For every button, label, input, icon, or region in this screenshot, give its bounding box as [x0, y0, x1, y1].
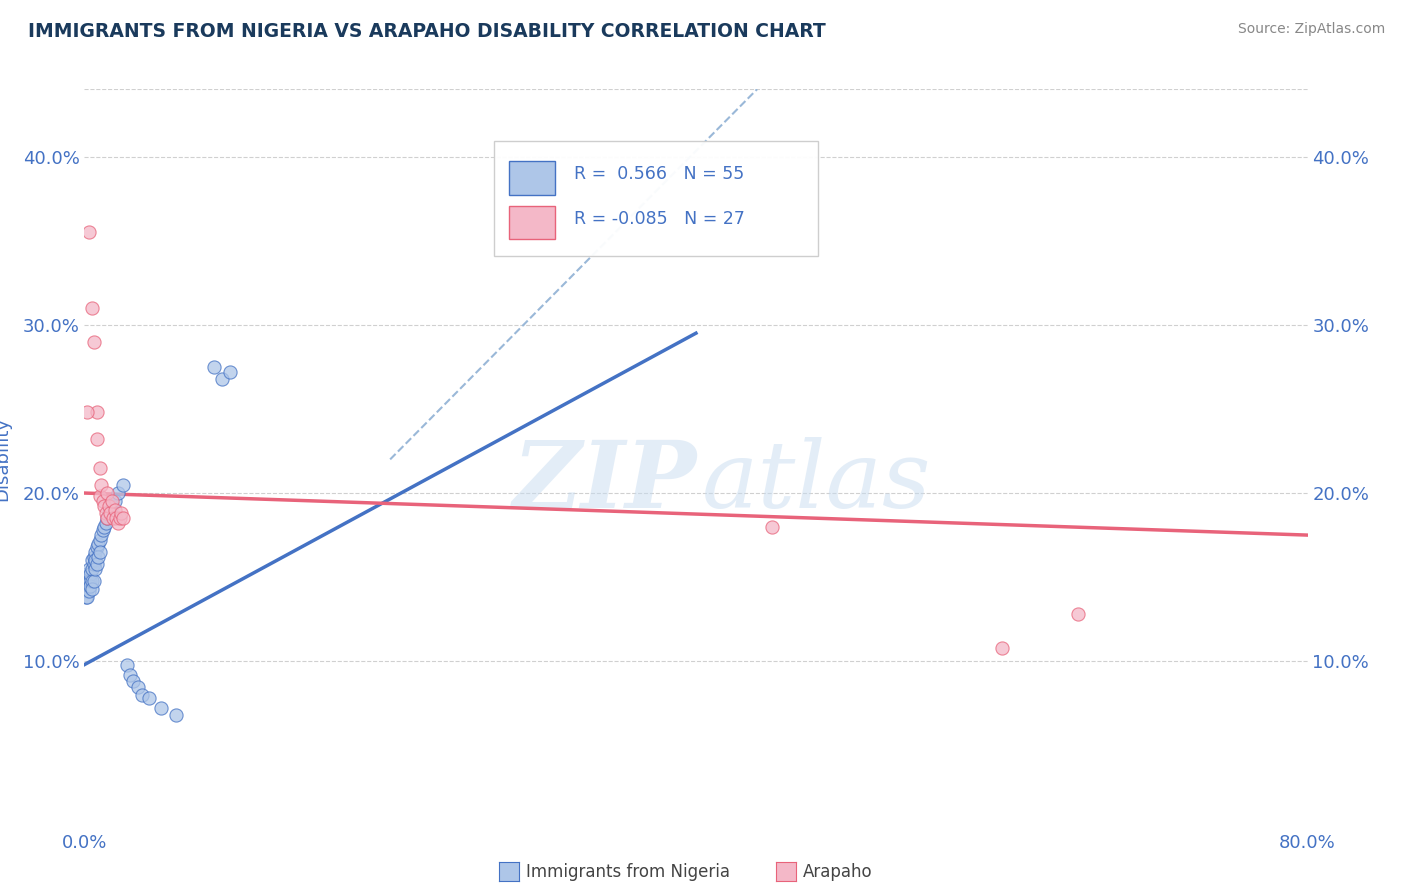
Point [165, 708, 187, 723]
Text: Arapaho: Arapaho [803, 863, 873, 881]
Point [211, 371, 233, 385]
Point [84, 545, 107, 559]
Bar [509, 161, 555, 195]
Point [84, 553, 107, 567]
Point [79, 574, 101, 588]
Point [80, 574, 103, 588]
Point [101, 500, 124, 514]
Point [77, 225, 100, 239]
Point [115, 657, 138, 672]
Point [111, 477, 134, 491]
Point [75, 574, 97, 588]
Point [77, 583, 100, 598]
Point [107, 516, 129, 531]
Point [75, 583, 97, 598]
Point [80, 562, 103, 576]
Point [87, 549, 110, 564]
Point [83, 557, 105, 571]
Point [77, 574, 100, 588]
Point [120, 667, 142, 681]
Text: R =  0.566   N = 55: R = 0.566 N = 55 [574, 165, 744, 184]
Point [761, 519, 783, 533]
Point [80, 553, 103, 567]
FancyBboxPatch shape [494, 141, 818, 256]
Point [149, 701, 172, 715]
Point [218, 365, 240, 379]
Point [77, 578, 100, 592]
Text: IMMIGRANTS FROM NIGERIA VS ARAPAHO DISABILITY CORRELATION CHART: IMMIGRANTS FROM NIGERIA VS ARAPAHO DISAB… [28, 22, 825, 41]
Point [122, 674, 145, 689]
Point [76, 591, 98, 605]
Point [94, 516, 117, 531]
Point [138, 691, 160, 706]
Text: atlas: atlas [702, 436, 932, 526]
Point [108, 511, 131, 525]
Point [89, 460, 111, 475]
Point [98, 506, 121, 520]
Point [76, 578, 98, 592]
Point [75, 570, 97, 584]
Bar [509, 206, 555, 239]
Point [76, 405, 98, 419]
Point [97, 500, 120, 514]
Point [111, 511, 134, 525]
Point [83, 574, 105, 588]
Point [86, 557, 108, 571]
Point [90, 528, 112, 542]
Text: Source: ZipAtlas.com: Source: ZipAtlas.com [1237, 22, 1385, 37]
Point [75, 591, 97, 605]
Point [84, 562, 107, 576]
Point [80, 582, 103, 596]
Point [76, 574, 98, 588]
Point [77, 562, 100, 576]
Point [101, 494, 124, 508]
Point [89, 533, 111, 548]
Point [104, 503, 127, 517]
Point [80, 301, 103, 315]
Point [79, 566, 101, 581]
Point [86, 540, 108, 554]
Point [83, 334, 105, 349]
Text: ZIP: ZIP [512, 436, 696, 526]
Point [75, 580, 97, 594]
Point [89, 489, 111, 503]
Point [1067, 607, 1090, 622]
Point [89, 545, 111, 559]
Point [90, 477, 112, 491]
Point [94, 506, 117, 520]
Point [91, 494, 114, 508]
Point [110, 506, 132, 520]
Point [87, 536, 110, 550]
Point [127, 680, 149, 694]
Text: R = -0.085   N = 27: R = -0.085 N = 27 [574, 210, 745, 227]
Point [103, 511, 125, 525]
Point [107, 486, 129, 500]
Point [76, 566, 98, 581]
Point [86, 405, 108, 419]
Point [96, 511, 118, 525]
Point [131, 688, 153, 702]
Point [93, 500, 115, 514]
Point [76, 582, 98, 596]
Point [77, 570, 100, 584]
Point [96, 511, 118, 525]
Point [93, 519, 115, 533]
Point [97, 506, 120, 520]
Point [991, 640, 1014, 655]
Point [79, 578, 101, 592]
Point [104, 494, 127, 508]
Point [86, 432, 108, 446]
Y-axis label: Disability: Disability [0, 417, 11, 501]
Point [83, 549, 105, 564]
Text: Immigrants from Nigeria: Immigrants from Nigeria [526, 863, 730, 881]
Point [202, 359, 225, 374]
Point [105, 511, 128, 525]
Point [96, 486, 118, 500]
Point [91, 523, 114, 537]
